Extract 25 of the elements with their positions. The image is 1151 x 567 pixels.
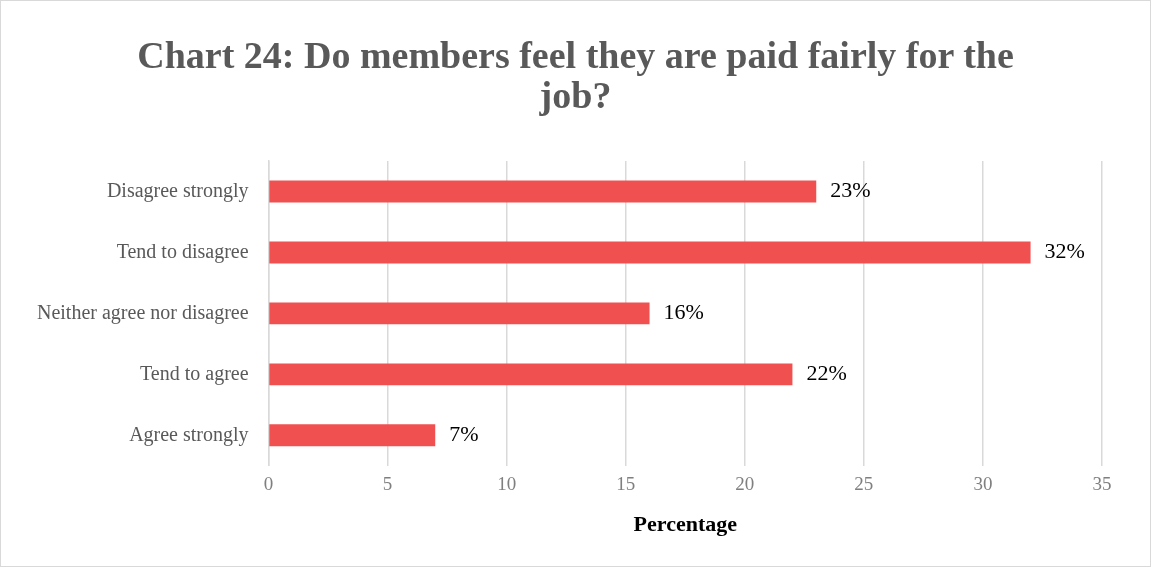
y-tick-label: Neither agree nor disagree [36,300,249,324]
bar [269,180,817,203]
bar [269,302,650,325]
x-tick-label: 0 [263,473,274,495]
x-tick-label: 20 [735,473,755,495]
y-tick-label: Disagree strongly [106,178,249,202]
y-tick-label: Agree strongly [129,422,249,446]
y-tick-label: Tend to disagree [116,239,249,263]
data-label: 23% [830,177,871,203]
data-label: 16% [663,299,704,325]
data-label: 22% [806,360,847,386]
data-label: 32% [1044,238,1085,264]
x-axis-title: Percentage [633,511,738,537]
chart-title: Chart 24: Do members feel they are paid fairly for the job? [136,34,1015,116]
x-tick-label: 30 [973,473,993,495]
bar [269,363,793,386]
y-tick-label: Tend to agree [140,361,249,385]
x-tick-label: 5 [382,473,393,495]
x-tick-label: 10 [497,473,517,495]
bar [269,241,1031,264]
x-tick-label: 35 [1092,473,1112,495]
bar [269,424,436,447]
x-tick-label: 25 [854,473,874,495]
data-label: 7% [449,421,479,447]
x-tick-label: 15 [616,473,636,495]
